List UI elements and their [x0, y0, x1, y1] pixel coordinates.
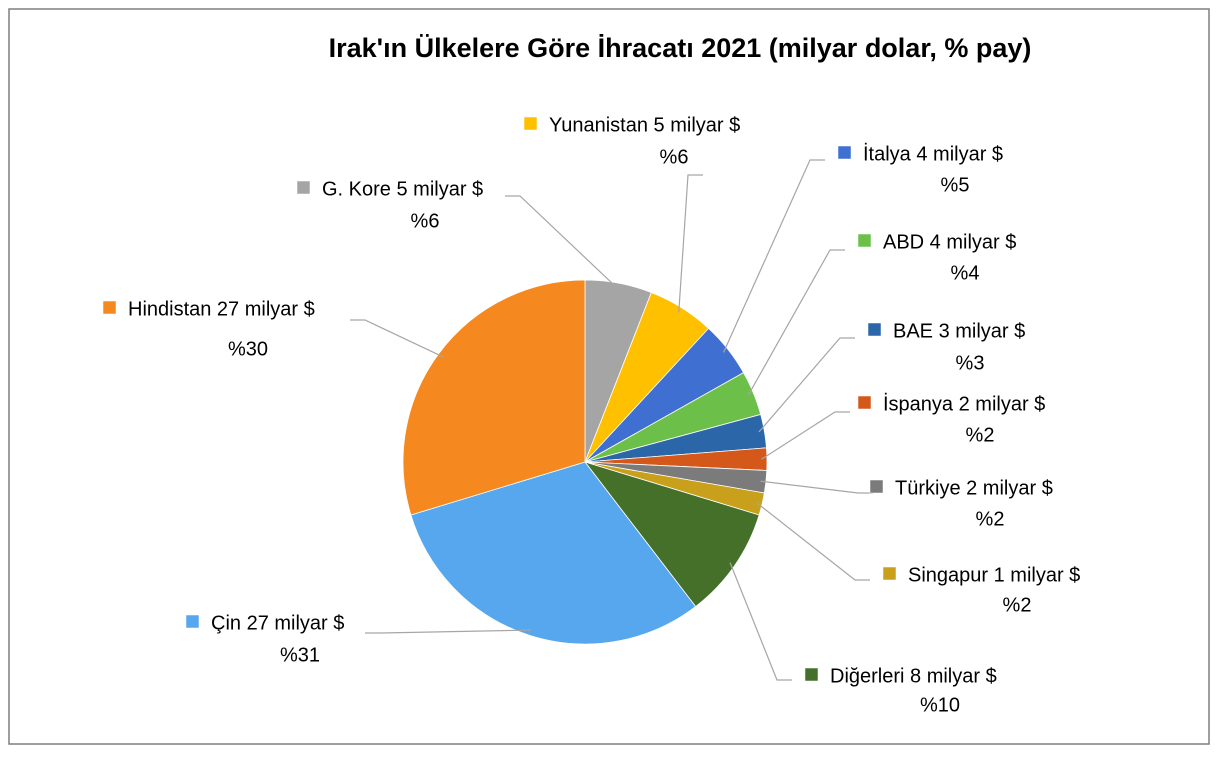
slice-label: İspanya 2 milyar $ — [883, 392, 1045, 415]
slice-label: G. Kore 5 milyar $ — [322, 178, 483, 200]
leader-line — [756, 502, 870, 581]
slice-value-label: %2 — [966, 424, 995, 446]
slice-value-label: %6 — [660, 146, 689, 168]
slice-label: Yunanistan 5 milyar $ — [549, 114, 740, 136]
pie-slice — [583, 461, 760, 608]
slice-label: Singapur 1 milyar $ — [908, 564, 1080, 586]
pie-slice — [410, 461, 697, 645]
slice-label: ABD 4 milyar $ — [883, 231, 1016, 253]
slice-label: Çin 27 milyar $ — [211, 612, 344, 634]
pie-slice — [402, 279, 586, 516]
legend-marker — [857, 233, 872, 248]
leader-line — [729, 562, 792, 681]
leader-line — [760, 480, 873, 494]
legend-marker — [523, 116, 538, 131]
slice-value-label: %5 — [941, 174, 970, 196]
slice-value-label: %6 — [411, 210, 440, 232]
legend-marker — [185, 614, 200, 629]
slice-label: Türkiye 2 milyar $ — [895, 477, 1053, 499]
legend-marker — [867, 322, 882, 337]
slice-value-label: %30 — [228, 338, 268, 360]
leader-line — [722, 159, 825, 353]
leader-line — [747, 249, 845, 396]
slice-value-label: %4 — [951, 262, 980, 284]
legend-marker — [837, 145, 852, 160]
chart-title: Irak'ın Ülkelere Göre İhracatı 2021 (mil… — [329, 33, 1032, 63]
slice-value-label: %31 — [280, 644, 320, 666]
leader-line — [505, 195, 619, 289]
legend-marker — [804, 667, 819, 682]
legend-marker — [102, 300, 117, 315]
leader-line — [761, 411, 850, 460]
legend-marker — [882, 566, 897, 581]
legend-marker — [296, 180, 311, 195]
slice-label: İtalya 4 milyar $ — [863, 142, 1003, 165]
slice-value-label: %3 — [956, 352, 985, 374]
legend-marker — [869, 479, 884, 494]
slice-label: Diğerleri 8 milyar $ — [830, 665, 997, 687]
slice-label: BAE 3 milyar $ — [893, 320, 1025, 342]
leader-line — [678, 174, 703, 313]
leader-line — [758, 337, 855, 433]
leader-line — [365, 629, 531, 634]
leader-line — [350, 319, 444, 358]
legend-marker — [857, 395, 872, 410]
slice-label: Hindistan 27 milyar $ — [128, 298, 315, 320]
slice-value-label: %2 — [976, 508, 1005, 530]
slice-value-label: %2 — [1003, 594, 1032, 616]
slice-value-label: %10 — [920, 694, 960, 716]
